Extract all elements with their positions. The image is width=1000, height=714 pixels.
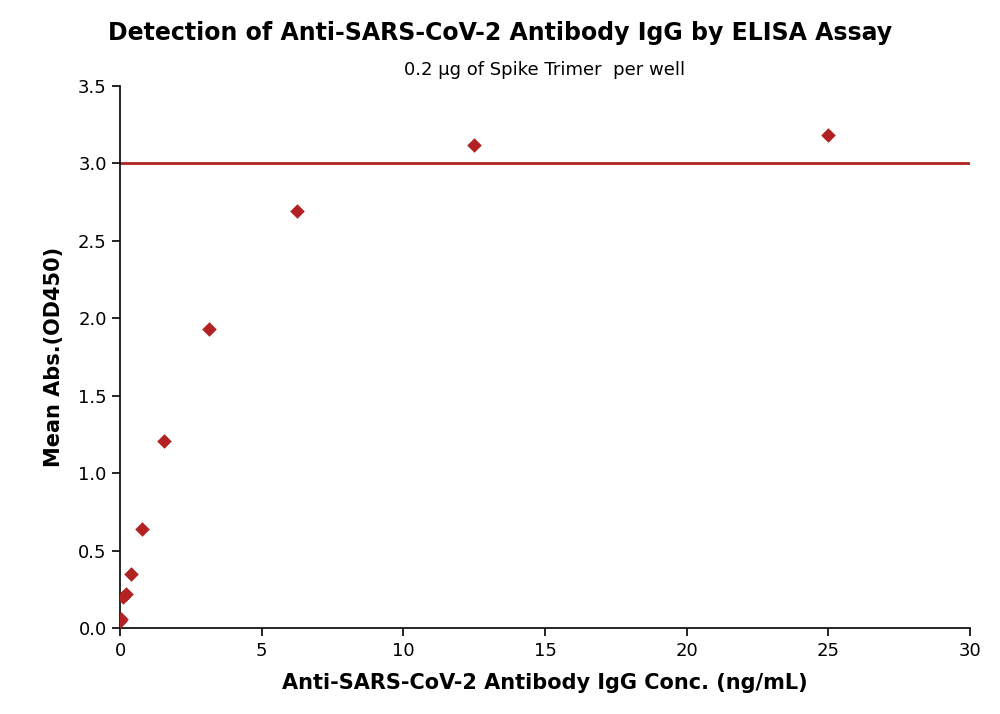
Title: 0.2 μg of Spike Trimer  per well: 0.2 μg of Spike Trimer per well <box>404 61 686 79</box>
Point <box>820 129 836 141</box>
Text: Detection of Anti-SARS-CoV-2 Antibody IgG by ELISA Assay: Detection of Anti-SARS-CoV-2 Antibody Ig… <box>108 21 892 46</box>
Point <box>466 139 482 151</box>
Point <box>289 206 305 217</box>
Point <box>112 615 128 626</box>
Point <box>201 323 217 335</box>
Point <box>118 588 134 600</box>
Point <box>115 592 131 603</box>
X-axis label: Anti-SARS-CoV-2 Antibody IgG Conc. (ng/mL): Anti-SARS-CoV-2 Antibody IgG Conc. (ng/m… <box>282 673 808 693</box>
Y-axis label: Mean Abs.(OD450): Mean Abs.(OD450) <box>44 247 64 467</box>
Point <box>113 613 129 625</box>
Point <box>134 523 150 535</box>
Point <box>123 568 139 580</box>
Point <box>156 435 172 446</box>
